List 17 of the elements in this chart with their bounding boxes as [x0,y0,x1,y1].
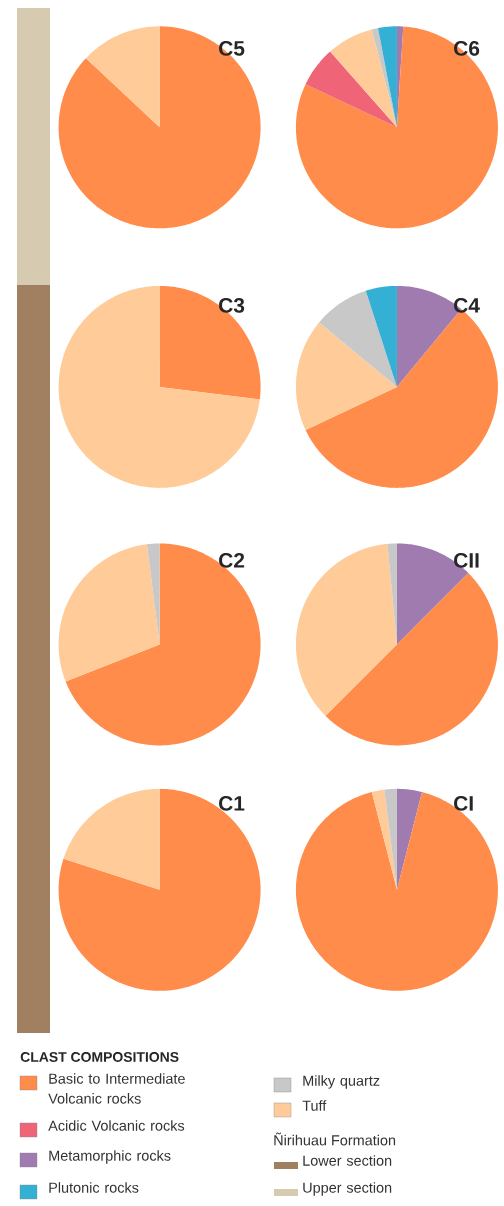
chart-title: CII [454,552,479,568]
text: CLAST COMPOSITIONS [20,1052,179,1062]
chart-title: CI [454,795,473,811]
category-label: Milky quartz [303,1075,380,1089]
text: C5 [219,40,245,56]
category-label: Upper section [303,1182,392,1196]
text: Ñirihuau Formation [274,1132,396,1146]
chart-title: C2 [219,552,245,568]
category-label: Lower section [303,1155,392,1166]
category-label: Acidic Volcanic rocks [48,1120,185,1131]
category-label: Plutonic rocks [49,1182,139,1193]
chart-title: C4 [454,297,480,313]
category-label: Tuff [302,1100,327,1111]
category-label: Metamorphic rocks [49,1150,171,1164]
chart-title: C1 [219,795,245,811]
chart-title: C3 [219,297,245,313]
category-label: Basic to Intermediate Volcanic rocks [48,1073,185,1104]
